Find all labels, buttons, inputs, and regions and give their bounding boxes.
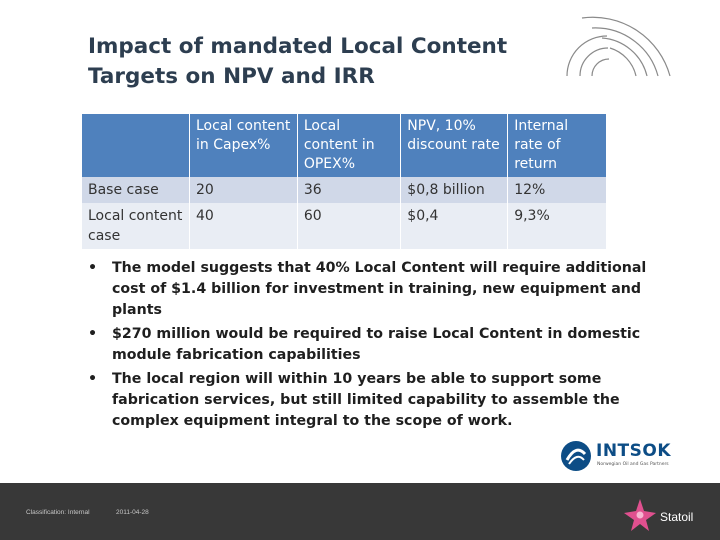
slide-title: Impact of mandated Local Content Targets… bbox=[88, 32, 528, 92]
footer-date: 2011-04-28 bbox=[116, 509, 149, 516]
signal-arcs-decoration bbox=[566, 16, 671, 77]
bullet-icon: • bbox=[88, 326, 98, 342]
table-header-cell: Local content in OPEX% bbox=[297, 114, 402, 177]
table-cell: 9,3% bbox=[507, 203, 606, 249]
table-cell: 40 bbox=[189, 203, 298, 249]
table-row: Local content case 40 60 $0,4 9,3% bbox=[82, 203, 606, 249]
table-header-cell: Local content in Capex% bbox=[189, 114, 298, 177]
intsok-tagline: Norwegian Oil and Gas Partners bbox=[597, 462, 669, 467]
list-item: • The model suggests that 40% Local Cont… bbox=[88, 258, 658, 321]
table-cell: $0,4 bbox=[400, 203, 509, 249]
classification-label: Classification: Internal bbox=[26, 509, 90, 516]
bullet-icon: • bbox=[88, 371, 98, 387]
footer-bar: Classification: Internal 2011-04-28 Stat… bbox=[0, 483, 720, 540]
bullet-list: • The model suggests that 40% Local Cont… bbox=[88, 258, 658, 435]
table-cell: 60 bbox=[297, 203, 402, 249]
slide-title-line-2: Targets on NPV and IRR bbox=[88, 64, 375, 89]
table-header-cell: Internal rate of return bbox=[507, 114, 606, 177]
list-item: • $270 million would be required to rais… bbox=[88, 324, 658, 366]
slide-title-line-1: Impact of mandated Local Content bbox=[88, 34, 508, 59]
table-header-cell bbox=[82, 114, 190, 177]
table-cell: 20 bbox=[189, 177, 298, 203]
table-row: Base case 20 36 $0,8 billion 12% bbox=[82, 177, 606, 203]
bullet-text: The model suggests that 40% Local Conten… bbox=[112, 260, 647, 318]
bullet-icon: • bbox=[88, 260, 98, 276]
statoil-name: Statoil bbox=[660, 510, 694, 524]
table-cell: Local content case bbox=[82, 203, 190, 249]
bullet-text: The local region will within 10 years be… bbox=[112, 371, 620, 429]
intsok-name: INTSOK bbox=[596, 441, 672, 461]
table-cell: 12% bbox=[507, 177, 606, 203]
statoil-star-icon bbox=[624, 499, 656, 531]
table-header-row: Local content in Capex% Local content in… bbox=[82, 114, 606, 177]
table-cell: $0,8 billion bbox=[400, 177, 509, 203]
intsok-emblem-icon bbox=[561, 441, 591, 471]
list-item: • The local region will within 10 years … bbox=[88, 369, 658, 432]
table-cell: 36 bbox=[297, 177, 402, 203]
table-cell: Base case bbox=[82, 177, 190, 203]
npv-irr-table: Local content in Capex% Local content in… bbox=[82, 114, 606, 249]
table-header-cell: NPV, 10% discount rate bbox=[400, 114, 509, 177]
intsok-logo: INTSOK Norwegian Oil and Gas Partners bbox=[560, 440, 680, 471]
bullet-text: $270 million would be required to raise … bbox=[112, 326, 641, 363]
